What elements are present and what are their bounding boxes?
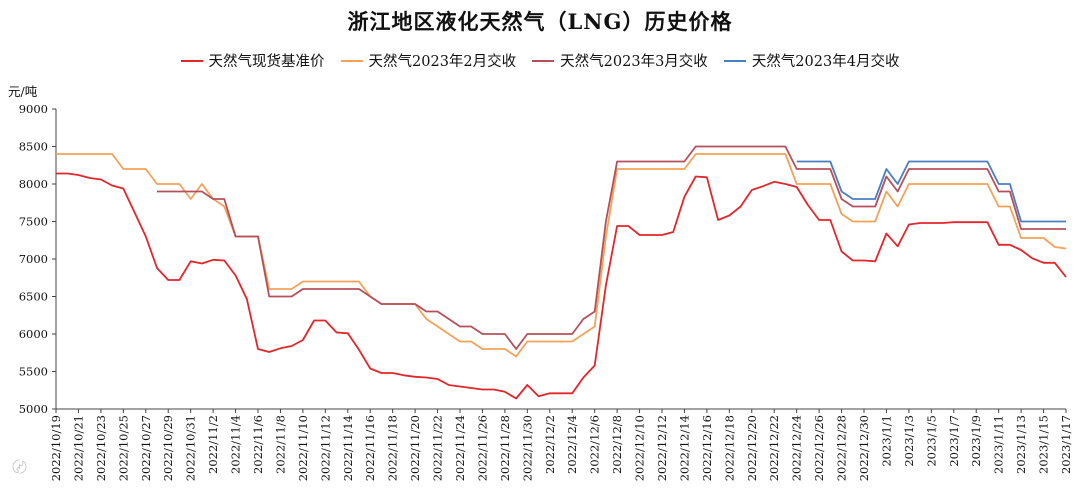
x-tick-label: 2022/12/18 [722, 415, 736, 481]
y-axis-unit-label: 元/吨 [8, 84, 38, 99]
legend: 天然气现货基准价 天然气2023年2月交收 天然气2023年3月交收 天然气20… [0, 50, 1080, 71]
x-tick-label: 2022/11/26 [475, 415, 489, 481]
legend-item-mar[interactable]: 天然气2023年3月交收 [532, 50, 708, 71]
y-tick-label: 7500 [19, 215, 48, 229]
legend-label: 天然气2023年2月交收 [368, 54, 517, 70]
legend-swatch [723, 59, 746, 62]
y-tick-label: 7000 [19, 252, 48, 266]
x-tick-label: 2022/11/12 [318, 415, 332, 481]
y-tick-label: 8000 [19, 177, 48, 191]
x-tick-label: 2023/1/15 [1037, 415, 1051, 474]
x-tick-label: 2022/11/18 [386, 415, 400, 481]
x-tick-label: 2022/11/10 [296, 415, 310, 481]
x-tick-label: 2022/11/24 [453, 415, 467, 481]
x-tick-label: 2022/12/14 [677, 415, 691, 481]
x-tick-label: 2022/10/21 [71, 415, 85, 481]
series-line-3 [796, 160, 1066, 223]
legend-label: 天然气2023年3月交收 [560, 54, 708, 70]
x-tick-label: 2022/12/2 [543, 415, 557, 474]
x-tick-label: 2022/11/6 [251, 415, 265, 474]
x-tick-label: 2022/11/22 [431, 415, 445, 481]
legend-item-spot[interactable]: 天然气现货基准价 [180, 50, 325, 71]
y-tick-label: 6000 [19, 327, 48, 341]
x-tick-label: 2022/10/19 [49, 415, 63, 481]
legend-item-apr[interactable]: 天然气2023年4月交收 [723, 50, 900, 71]
x-tick-label: 2023/1/13 [1014, 415, 1028, 474]
x-tick-label: 2023/1/5 [924, 415, 938, 467]
series-line-2 [157, 145, 1066, 350]
x-tick-label: 2022/12/28 [835, 415, 849, 481]
legend-label: 天然气现货基准价 [208, 54, 325, 70]
x-tick-label: 2022/12/4 [565, 415, 579, 474]
x-tick-label: 2022/12/30 [857, 415, 871, 481]
x-tick-label: 2022/10/23 [94, 415, 108, 481]
x-tick-label: 2022/12/10 [633, 415, 647, 481]
x-tick-label: 2023/1/3 [902, 415, 916, 467]
legend-swatch [532, 59, 555, 62]
x-tick-label: 2022/10/31 [184, 415, 198, 481]
x-tick-label: 2023/1/1 [879, 415, 893, 467]
y-tick-label: 8500 [19, 140, 48, 154]
legend-swatch [340, 59, 363, 62]
legend-item-feb[interactable]: 天然气2023年2月交收 [340, 50, 517, 71]
series-line-1 [56, 153, 1067, 358]
x-tick-label: 2022/11/2 [206, 415, 220, 474]
x-tick-label: 2022/11/16 [363, 415, 377, 481]
x-tick-label: 2022/11/20 [408, 415, 422, 481]
watermark: 〄 [12, 458, 29, 476]
x-tick-label: 2022/12/16 [700, 415, 714, 481]
x-tick-label: 2023/1/9 [969, 415, 983, 467]
x-tick-label: 2022/11/4 [229, 415, 243, 474]
y-tick-label: 9000 [19, 102, 48, 116]
x-tick-label: 2023/1/17 [1059, 415, 1073, 474]
legend-swatch [180, 59, 203, 62]
x-tick-label: 2022/11/28 [498, 415, 512, 481]
x-tick-label: 2022/10/25 [116, 415, 130, 481]
series-line-0 [56, 172, 1067, 400]
x-tick-label: 2022/10/29 [161, 415, 175, 481]
x-tick-label: 2022/10/27 [139, 415, 153, 481]
y-tick-label: 5500 [19, 365, 48, 379]
x-tick-label: 2023/1/7 [947, 415, 961, 467]
chart-title: 浙江地区液化天然气（LNG）历史价格 [347, 9, 733, 34]
y-tick-label: 5000 [19, 402, 48, 416]
x-tick-label: 2022/12/8 [610, 415, 624, 474]
y-tick-label: 6500 [19, 290, 48, 304]
x-tick-label: 2022/11/8 [273, 415, 287, 474]
x-tick-label: 2022/12/6 [588, 415, 602, 474]
x-tick-label: 2022/12/24 [790, 415, 804, 481]
x-tick-label: 2022/11/30 [520, 415, 534, 481]
x-tick-label: 2023/1/11 [992, 415, 1006, 474]
x-tick-label: 2022/12/26 [812, 415, 826, 481]
x-tick-label: 2022/12/12 [655, 415, 669, 481]
legend-label: 天然气2023年4月交收 [751, 54, 900, 70]
x-tick-label: 2022/11/14 [341, 415, 355, 481]
x-tick-label: 2022/12/22 [767, 415, 781, 481]
x-tick-label: 2022/12/20 [745, 415, 759, 481]
